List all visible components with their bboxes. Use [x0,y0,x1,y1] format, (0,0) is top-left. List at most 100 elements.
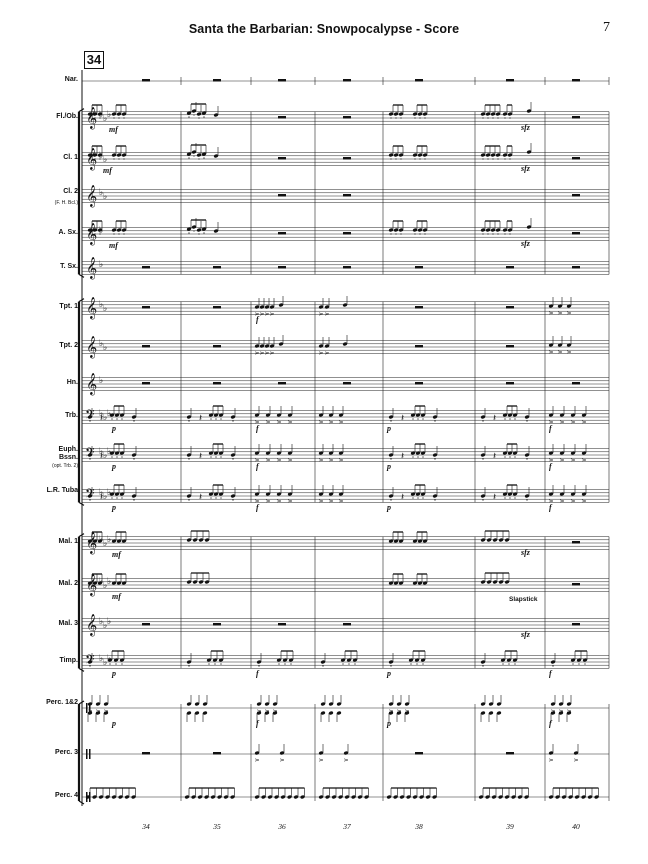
staccato-dot [188,499,190,501]
notehead [388,539,394,543]
notehead [230,494,236,498]
percussion-clef [89,749,91,759]
dynamic-f: f [549,424,553,433]
notehead [118,795,123,799]
dynamic-p: p [386,503,391,512]
staccato-dot [412,418,414,420]
flat-sign: ♭ [99,300,103,310]
notehead [318,305,324,309]
notehead [388,581,394,585]
staccato-dot [290,663,292,665]
notehead [114,451,120,455]
notehead [114,492,120,496]
notehead [191,795,196,799]
notehead [97,153,103,157]
notehead [264,305,270,309]
notehead [328,702,334,706]
staccato-dot [111,497,113,499]
accent-mark [265,499,271,503]
notehead [480,228,486,232]
staccato-dot [116,418,118,420]
staccato-dot [188,665,190,667]
staccato-dot [526,458,528,460]
notehead [121,539,127,543]
notehead [206,658,212,662]
accent-mark [328,499,334,503]
notehead [293,795,299,799]
staccato-dot [434,458,436,460]
notehead [393,112,399,116]
accent-mark [566,350,572,354]
staccato-dot [210,418,212,420]
notehead [111,153,117,157]
notehead [388,660,394,664]
staccato-dot [422,418,424,420]
accent-mark [265,420,271,424]
notehead [328,711,334,715]
whole-rest [142,752,150,755]
notehead [568,795,573,799]
notehead [196,112,202,116]
flat-sign: ♭ [107,110,111,120]
notehead [398,112,404,116]
notehead [408,658,414,662]
staccato-dot [509,497,511,499]
notehead [388,494,394,498]
staccato-dot [400,158,402,160]
notehead [192,538,198,542]
flat-sign: ♭ [103,492,107,502]
instrument-label: Perc. 3 [55,749,78,756]
notehead [213,413,219,417]
flat-sign: ♭ [107,577,111,587]
accent-mark [338,499,344,503]
notehead [415,451,421,455]
treble-clef: 𝄞 [86,614,97,637]
notehead [485,153,491,157]
notehead [259,305,265,309]
dynamic-p: p [386,424,391,433]
notehead [265,451,271,455]
group-bracket-tip [78,273,85,278]
flat-sign: ♭ [99,617,103,627]
staccato-dot [417,418,419,420]
notehead [388,228,394,232]
staccato-dot [111,456,113,458]
accent-mark [287,420,293,424]
dynamic-sfz: sfz [520,123,531,132]
notehead [198,580,204,584]
quarter-rest: 𝄽 [199,492,202,503]
notehead [398,153,404,157]
staccato-dot [89,158,91,160]
dynamic-mf: mf [109,241,119,250]
staccato-dot [422,497,424,499]
staccato-dot [118,117,120,119]
notehead [491,795,497,799]
notehead [109,413,115,417]
instrument-label: Fl./Ob. [56,113,78,120]
whole-rest [142,306,150,309]
notehead [524,494,530,498]
notehead [587,795,593,799]
notehead [111,795,117,799]
dynamic-f: f [256,424,260,433]
accent-mark [338,420,344,424]
notehead [191,109,197,113]
notehead [92,112,98,116]
notehead [388,711,394,715]
notehead [548,795,554,799]
dynamic-f: f [549,462,553,471]
whole-rest [572,194,580,197]
notehead [131,494,137,498]
notehead [364,795,369,799]
notehead [422,581,428,585]
whole-rest [572,583,580,586]
notehead [191,150,197,154]
notehead [415,492,421,496]
notehead [208,413,214,417]
accent-mark [254,351,260,355]
notehead [398,581,404,585]
notehead [388,153,394,157]
flat-sign: ♭ [99,488,103,498]
staccato-dot [482,499,484,501]
staccato-dot [89,233,91,235]
